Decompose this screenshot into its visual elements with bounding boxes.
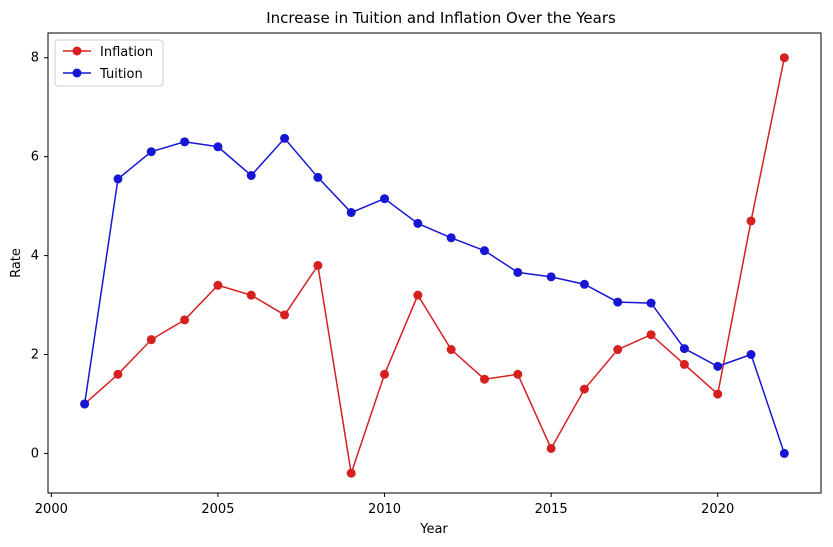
data-point-tuition: [413, 218, 423, 228]
data-point-tuition: [313, 172, 323, 182]
data-point-inflation: [446, 345, 456, 355]
data-point-tuition: [746, 350, 756, 360]
legend-swatch-marker: [72, 68, 82, 78]
data-point-tuition: [613, 297, 623, 307]
data-point-tuition: [679, 344, 689, 354]
x-tick-label: 2000: [35, 502, 68, 517]
data-point-tuition: [380, 194, 390, 204]
data-point-tuition: [146, 147, 156, 157]
data-point-tuition: [713, 361, 723, 371]
data-point-inflation: [346, 468, 356, 478]
axis-ticks: 2000 2005 2010 2015 2020 0 2 4 6 8: [31, 51, 735, 517]
data-point-inflation: [679, 359, 689, 369]
data-point-tuition: [280, 133, 290, 143]
series-inflation: [80, 53, 789, 478]
data-point-tuition: [113, 174, 123, 184]
data-point-inflation: [246, 290, 256, 300]
data-point-inflation: [280, 310, 290, 320]
data-point-tuition: [346, 208, 356, 218]
data-point-tuition: [246, 170, 256, 180]
data-point-tuition: [779, 448, 789, 458]
legend-swatch-marker: [72, 46, 82, 56]
data-point-inflation: [413, 290, 423, 300]
data-point-tuition: [479, 246, 489, 256]
data-point-inflation: [513, 369, 523, 379]
plot-area: [47, 32, 822, 494]
series-line-tuition: [83, 137, 786, 454]
data-point-inflation: [779, 53, 789, 63]
data-point-inflation: [146, 335, 156, 345]
data-point-inflation: [713, 389, 723, 399]
data-point-tuition: [80, 399, 90, 409]
y-tick-label: 6: [31, 150, 39, 165]
y-axis-label: Rate: [9, 248, 24, 278]
series-line-inflation: [84, 57, 786, 474]
legend-label: Tuition: [99, 67, 143, 82]
data-point-inflation: [313, 260, 323, 270]
data-point-tuition: [446, 233, 456, 243]
x-tick-label: 2010: [368, 502, 401, 517]
data-point-inflation: [746, 216, 756, 226]
data-point-tuition: [213, 142, 223, 152]
data-point-inflation: [613, 345, 623, 355]
data-point-inflation: [380, 369, 390, 379]
data-point-inflation: [546, 443, 556, 453]
y-tick-label: 4: [31, 249, 39, 264]
data-point-inflation: [479, 374, 489, 384]
x-tick-label: 2015: [535, 502, 568, 517]
data-point-tuition: [180, 137, 190, 147]
y-tick-label: 2: [31, 348, 39, 363]
data-point-inflation: [646, 330, 656, 340]
x-tick-label: 2005: [201, 502, 234, 517]
data-point-tuition: [646, 298, 656, 308]
series-layer: [80, 53, 789, 478]
data-point-inflation: [113, 369, 123, 379]
legend: Inflation Tuition: [54, 39, 164, 87]
data-point-inflation: [213, 280, 223, 290]
y-tick-label: 8: [31, 51, 39, 66]
chart-title: Increase in Tuition and Inflation Over t…: [266, 9, 616, 27]
data-point-tuition: [579, 279, 589, 289]
y-tick-label: 0: [31, 446, 39, 461]
data-point-inflation: [579, 384, 589, 394]
x-tick-label: 2020: [701, 502, 734, 517]
x-axis-label: Year: [419, 522, 448, 537]
data-point-inflation: [180, 315, 190, 325]
legend-label: Inflation: [100, 45, 153, 60]
data-point-tuition: [546, 272, 556, 282]
data-point-tuition: [513, 267, 523, 277]
series-tuition: [80, 133, 789, 458]
